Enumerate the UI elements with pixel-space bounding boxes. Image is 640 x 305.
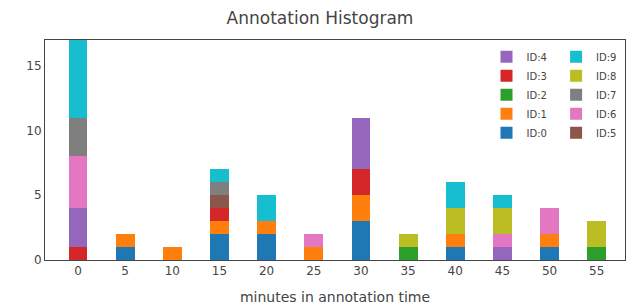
- svg-text:15: 15: [26, 59, 41, 73]
- svg-text:30: 30: [353, 264, 368, 278]
- svg-text:ID:3: ID:3: [527, 71, 547, 82]
- svg-text:Annotation Histogram: Annotation Histogram: [227, 8, 414, 28]
- svg-text:40: 40: [448, 264, 463, 278]
- svg-text:ID:1: ID:1: [527, 109, 547, 120]
- svg-text:ID:8: ID:8: [596, 71, 616, 82]
- svg-text:0: 0: [34, 253, 42, 267]
- svg-text:ID:7: ID:7: [596, 90, 616, 101]
- svg-text:35: 35: [400, 264, 415, 278]
- svg-text:minutes in annotation time: minutes in annotation time: [240, 289, 430, 305]
- svg-text:ID:5: ID:5: [596, 128, 616, 139]
- svg-text:ID:0: ID:0: [527, 128, 547, 139]
- svg-text:5: 5: [121, 264, 129, 278]
- svg-text:0: 0: [74, 264, 82, 278]
- svg-text:10: 10: [165, 264, 180, 278]
- svg-text:ID:2: ID:2: [527, 90, 547, 101]
- svg-text:25: 25: [306, 264, 321, 278]
- svg-text:ID:4: ID:4: [527, 52, 547, 63]
- svg-text:45: 45: [495, 264, 510, 278]
- svg-text:ID:9: ID:9: [596, 52, 616, 63]
- svg-text:15: 15: [212, 264, 227, 278]
- svg-text:10: 10: [26, 124, 41, 138]
- svg-text:ID:6: ID:6: [596, 109, 616, 120]
- svg-text:50: 50: [542, 264, 557, 278]
- svg-text:55: 55: [589, 264, 604, 278]
- svg-text:20: 20: [259, 264, 274, 278]
- svg-text:5: 5: [34, 188, 42, 202]
